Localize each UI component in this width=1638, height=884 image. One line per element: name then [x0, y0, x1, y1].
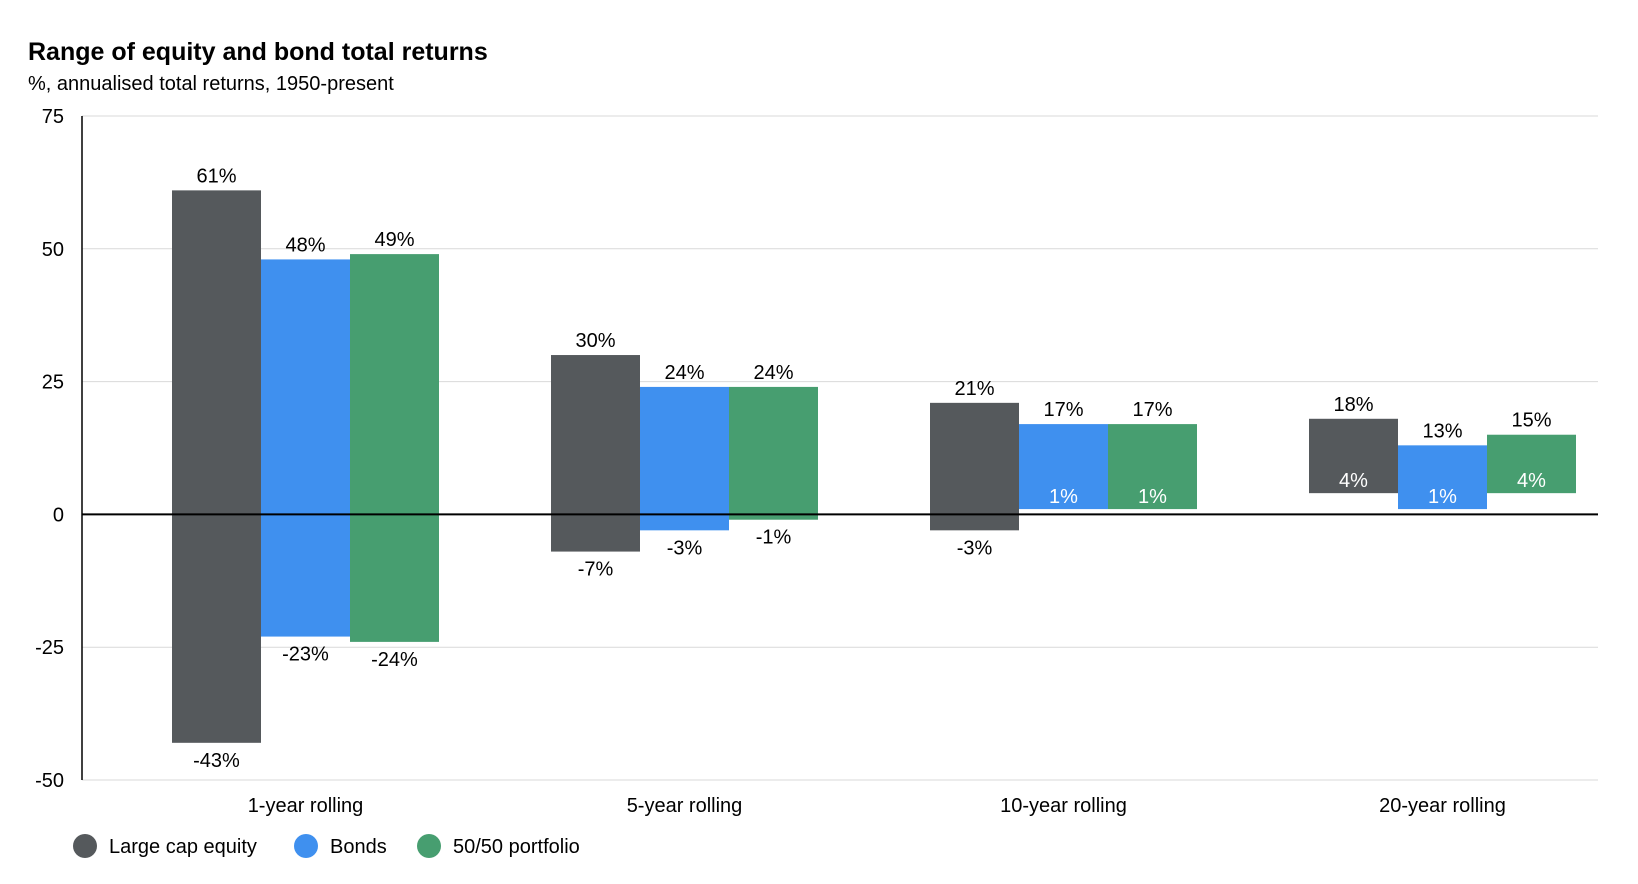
data-labels: 61% -43% 48% -23% 49% -24% 30% -7% 24% -3% 24% -1% 2…	[193, 165, 1552, 771]
max-data-label: 17%	[1043, 399, 1083, 421]
min-data-label: -3%	[957, 537, 993, 559]
x-tick-label: 1-year rolling	[248, 795, 364, 817]
bar	[350, 254, 439, 642]
bar	[172, 190, 261, 743]
bar	[1309, 418, 1398, 494]
max-data-label: 17%	[1132, 399, 1172, 421]
bar	[640, 386, 729, 531]
max-data-label: 24%	[753, 362, 793, 384]
min-data-label: 1%	[1049, 486, 1078, 508]
legend-swatch	[294, 834, 318, 858]
legend-swatch	[73, 834, 97, 858]
min-data-label: -23%	[282, 644, 329, 666]
chart-subtitle: %, annualised total returns, 1950-presen…	[28, 73, 394, 95]
min-data-label: -24%	[371, 649, 418, 671]
bar	[729, 386, 818, 520]
y-tick-label: 0	[53, 504, 64, 526]
max-data-label: 61%	[196, 165, 236, 187]
y-tick-label: 75	[42, 106, 64, 128]
y-tick-label: -25	[35, 637, 64, 659]
max-data-label: 18%	[1333, 394, 1373, 416]
max-data-label: 24%	[664, 362, 704, 384]
min-data-label: -7%	[578, 559, 614, 581]
bar	[261, 259, 350, 637]
legend-swatch	[417, 834, 441, 858]
bar	[1487, 434, 1576, 494]
bar	[1108, 424, 1197, 510]
legend: Large cap equity Bonds 50/50 portfolio	[73, 834, 580, 858]
x-tick-label: 10-year rolling	[1000, 795, 1127, 817]
y-axis: 75 50 25 0 -25 -50	[35, 106, 83, 792]
legend-label: 50/50 portfolio	[453, 836, 580, 858]
bar	[1019, 424, 1108, 510]
min-data-label: 4%	[1339, 470, 1368, 492]
max-data-label: 48%	[285, 234, 325, 256]
min-data-label: 4%	[1517, 470, 1546, 492]
legend-label: Large cap equity	[109, 836, 257, 858]
bars	[172, 190, 1576, 743]
max-data-label: 21%	[954, 378, 994, 400]
bar	[551, 355, 640, 552]
max-data-label: 15%	[1511, 410, 1551, 432]
x-axis: 1-year rolling 5-year rolling 10-year roll…	[82, 513, 1598, 817]
min-data-label: 1%	[1138, 486, 1167, 508]
max-data-label: 13%	[1422, 420, 1462, 442]
y-tick-label: 25	[42, 372, 64, 394]
min-data-label: -3%	[667, 537, 703, 559]
bar	[1398, 445, 1487, 510]
legend-label: Bonds	[330, 836, 387, 858]
bar	[930, 402, 1019, 531]
min-data-label: 1%	[1428, 486, 1457, 508]
max-data-label: 30%	[575, 330, 615, 352]
y-tick-label: -50	[35, 770, 64, 792]
chart-title: Range of equity and bond total returns	[28, 38, 488, 66]
x-tick-label: 5-year rolling	[627, 795, 743, 817]
x-tick-label: 20-year rolling	[1379, 795, 1506, 817]
min-data-label: -43%	[193, 750, 240, 772]
y-tick-label: 50	[42, 239, 64, 261]
min-data-label: -1%	[756, 527, 792, 549]
max-data-label: 49%	[374, 229, 414, 251]
